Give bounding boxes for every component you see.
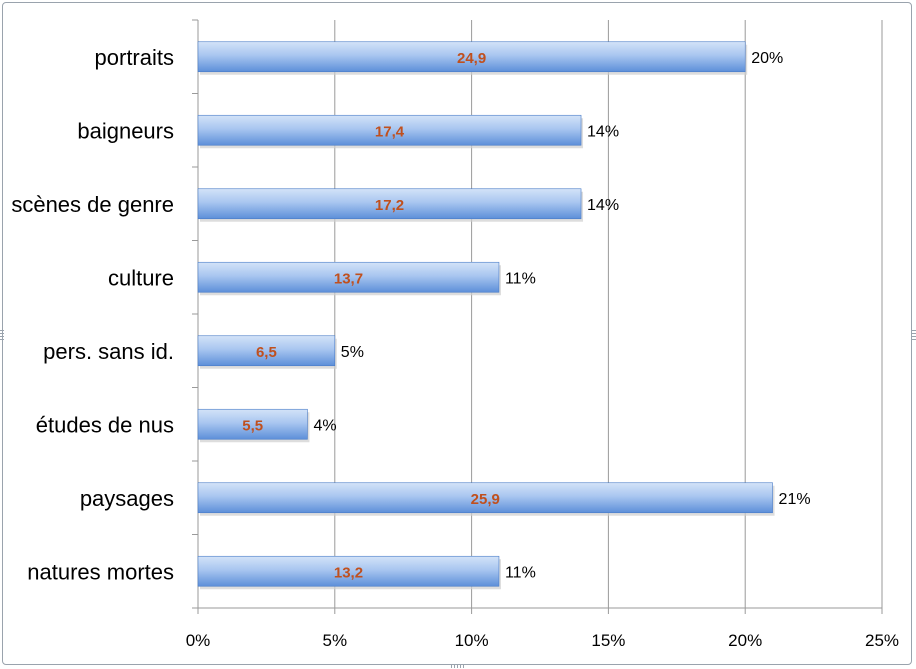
bar-value-label: 25,9 <box>471 491 500 508</box>
bar <box>197 41 746 73</box>
category-label: culture <box>108 265 174 290</box>
x-tick-label: 25% <box>865 631 899 650</box>
bar <box>197 114 582 146</box>
bar <box>197 408 308 440</box>
category-label: portraits <box>95 45 174 70</box>
x-tick-label: 0% <box>186 631 211 650</box>
x-tick-label: 15% <box>591 631 625 650</box>
bar-value-label: 6,5 <box>256 344 277 361</box>
bar <box>197 335 336 367</box>
bar <box>197 261 500 293</box>
bar-value-label: 5,5 <box>242 417 263 434</box>
x-tick-label: 20% <box>728 631 762 650</box>
bar-percent-label: 11% <box>505 270 536 287</box>
category-label: baigneurs <box>77 118 174 143</box>
category-label: pers. sans id. <box>43 339 174 364</box>
resize-handle-left-icon[interactable] <box>0 328 4 340</box>
bar-percent-label: 4% <box>313 417 336 434</box>
category-label: natures mortes <box>27 559 174 584</box>
gridlines <box>334 20 883 608</box>
bar-value-label: 17,4 <box>375 123 405 140</box>
resize-handle-bottom-icon[interactable] <box>451 664 465 668</box>
axes <box>192 19 883 614</box>
category-label: paysages <box>80 486 174 511</box>
resize-handle-right-icon[interactable] <box>912 328 916 340</box>
category-label: études de nus <box>36 412 174 437</box>
bar-percent-label: 14% <box>587 197 619 214</box>
labels: 0% 5% 10% 15% 20% 25% portraits 24,9 20% baigneur… <box>11 45 899 650</box>
bar-percent-label: 11% <box>505 564 536 581</box>
bar-percent-label: 14% <box>587 123 619 140</box>
bar-value-label: 24,9 <box>457 50 486 67</box>
bar-percent-label: 5% <box>341 344 364 361</box>
bar-value-label: 13,7 <box>334 270 363 287</box>
category-label: scènes de genre <box>11 192 174 217</box>
bar <box>197 482 773 514</box>
bar-percent-label: 21% <box>779 491 811 508</box>
bar-value-label: 17,2 <box>375 197 404 214</box>
bar <box>197 555 500 587</box>
bar-percent-label: 20% <box>751 50 783 67</box>
bars <box>197 41 775 590</box>
bar <box>197 188 582 220</box>
bar-value-label: 13,2 <box>334 564 363 581</box>
x-tick-label: 5% <box>323 631 348 650</box>
x-tick-label: 10% <box>455 631 489 650</box>
